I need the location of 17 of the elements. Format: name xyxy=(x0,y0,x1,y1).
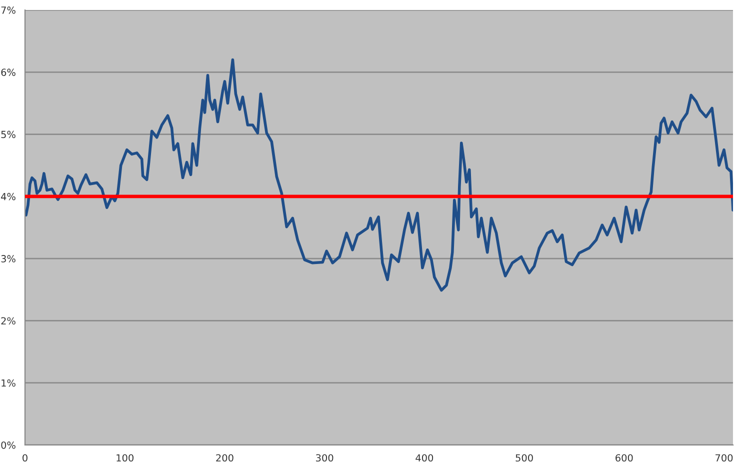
line-series xyxy=(25,58,733,292)
y-tick-label: 5% xyxy=(1,130,16,138)
x-tick-label: 100 xyxy=(116,454,134,462)
x-tick-label: 700 xyxy=(716,454,733,462)
y-tick-label: 6% xyxy=(1,68,16,76)
y-tick-label: 2% xyxy=(1,317,16,325)
x-tick-label: 400 xyxy=(416,454,434,462)
y-tick-label: 1% xyxy=(2,379,16,387)
x-tick-label: 0 xyxy=(22,454,28,462)
x-tick-label: 200 xyxy=(216,454,234,462)
y-tick-label: 7% xyxy=(1,6,16,14)
y-tick-label: 4% xyxy=(1,192,16,200)
y-tick-label: 3% xyxy=(1,255,16,262)
x-tick-label: 300 xyxy=(316,454,334,462)
y-tick-label: 0% xyxy=(1,441,16,449)
x-tick-label: 600 xyxy=(616,454,633,462)
x-tick-label: 500 xyxy=(516,454,533,462)
